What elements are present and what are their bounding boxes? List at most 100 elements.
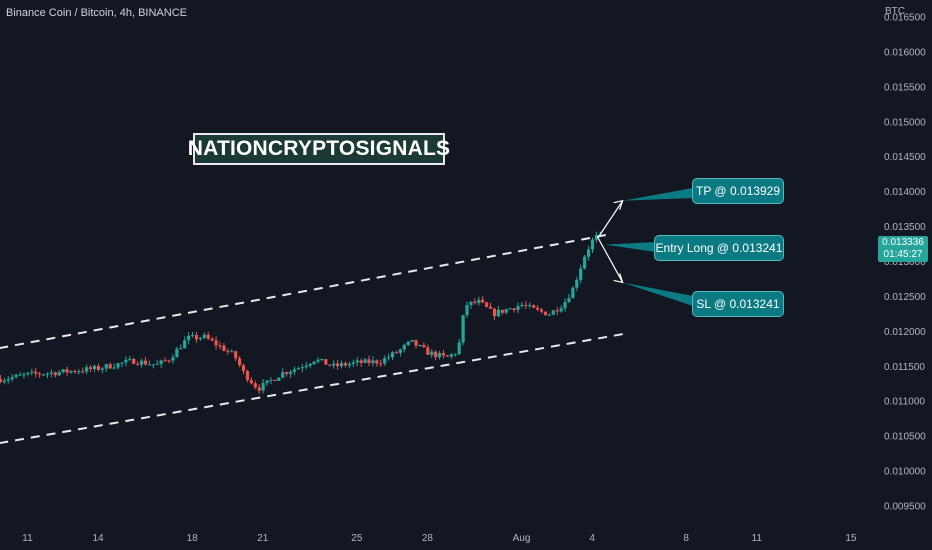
candle-body [320, 358, 324, 360]
candle-body [563, 302, 567, 309]
last-price-tag: 0.013336 01:45:27 [878, 236, 928, 262]
x-tick-label: 21 [257, 533, 269, 544]
candle-body [414, 339, 418, 346]
candle-body [147, 364, 152, 366]
candle-body [14, 374, 18, 378]
candle-body [583, 256, 587, 269]
candle-body [0, 378, 3, 383]
candle-body [555, 310, 559, 312]
x-tick-label: 25 [351, 533, 363, 544]
candle-body [175, 348, 179, 358]
y-tick-label: 0.011500 [884, 362, 925, 373]
candle-body [296, 368, 301, 370]
candle-body [96, 365, 101, 370]
y-tick-label: 0.014000 [884, 187, 926, 198]
candle-body [473, 301, 477, 303]
sl-callout-pointer [622, 282, 693, 306]
y-tick-label: 0.014500 [884, 152, 926, 163]
y-tick-label: 0.015500 [884, 82, 926, 93]
candle-body [457, 342, 461, 355]
candle-body [575, 280, 579, 288]
candle-body [92, 365, 97, 370]
candle-body [2, 380, 6, 383]
candle-body [371, 360, 375, 364]
y-tick-label: 0.010500 [884, 432, 926, 443]
y-tick-label: 0.012000 [884, 327, 926, 338]
watermark-logo: NATIONCRYPTOSIGNALS [188, 133, 450, 165]
candle-body [108, 364, 112, 369]
candle-body [437, 353, 442, 358]
candle-body [304, 365, 308, 368]
candle-body [112, 367, 116, 369]
candle-body [547, 314, 551, 316]
candle-body [492, 308, 497, 317]
candle-body [410, 339, 414, 342]
candle-body [6, 379, 10, 381]
candle-body [308, 363, 312, 366]
candle-body [100, 368, 104, 370]
candle-body [398, 349, 402, 353]
candle-body [26, 372, 30, 375]
y-tick-label: 0.013500 [884, 222, 926, 233]
candle-body [406, 341, 410, 345]
candle-body [143, 360, 148, 365]
y-tick-label: 0.016500 [884, 12, 926, 23]
candle-body [336, 363, 340, 367]
candle-body [579, 268, 583, 281]
channel-layer [0, 233, 623, 445]
candle-body [288, 371, 293, 374]
y-tick-label: 0.013000 [884, 257, 926, 268]
candle-body [30, 371, 34, 373]
candle-body [367, 359, 371, 364]
candle-body [210, 338, 214, 341]
candle-body [390, 352, 395, 358]
candle-body [567, 298, 571, 303]
candle-body [543, 311, 548, 316]
candle-body [504, 309, 508, 313]
candle-body [139, 360, 144, 365]
candle-body [61, 369, 65, 373]
candle-body [332, 363, 336, 366]
candle-body [351, 362, 355, 364]
candle-body [222, 345, 226, 351]
x-tick-label: 15 [845, 533, 857, 544]
candle-body [485, 302, 489, 307]
candle-body [355, 360, 359, 363]
candle-body [198, 337, 202, 340]
candle-body [179, 348, 183, 350]
candle-body [214, 340, 218, 346]
candle-body [65, 369, 69, 373]
candle-body [528, 305, 532, 307]
candle-body [73, 370, 77, 373]
candle-body [285, 372, 289, 374]
candle-body [159, 360, 163, 364]
candle-body [312, 361, 316, 364]
candle-body [69, 370, 73, 373]
y-tick-label: 0.010000 [884, 467, 926, 478]
candle-body [234, 351, 238, 359]
countdown-timer: 01:45:27 [883, 249, 923, 260]
y-tick-label: 0.015000 [884, 117, 926, 128]
candle-body [269, 379, 273, 381]
candle-body [273, 379, 277, 381]
candle-body [124, 359, 128, 363]
candle-body [559, 308, 563, 312]
candle-body [590, 239, 595, 250]
candle-body [281, 372, 285, 378]
candle-body [469, 301, 473, 306]
candle-body [445, 355, 450, 357]
y-tick-label: 0.011000 [884, 397, 925, 408]
candle-body [136, 363, 140, 365]
candle-body [237, 358, 242, 366]
candle-body [57, 372, 61, 376]
candle-body [383, 358, 387, 364]
candle-body [571, 287, 575, 299]
candle-body [151, 364, 155, 366]
candle-body [586, 249, 591, 257]
candle-body [488, 306, 493, 309]
candle-body [202, 334, 206, 338]
candle-body [477, 299, 481, 303]
candle-body [171, 357, 175, 361]
tp-callout: TP @ 0.013929 [692, 178, 784, 204]
